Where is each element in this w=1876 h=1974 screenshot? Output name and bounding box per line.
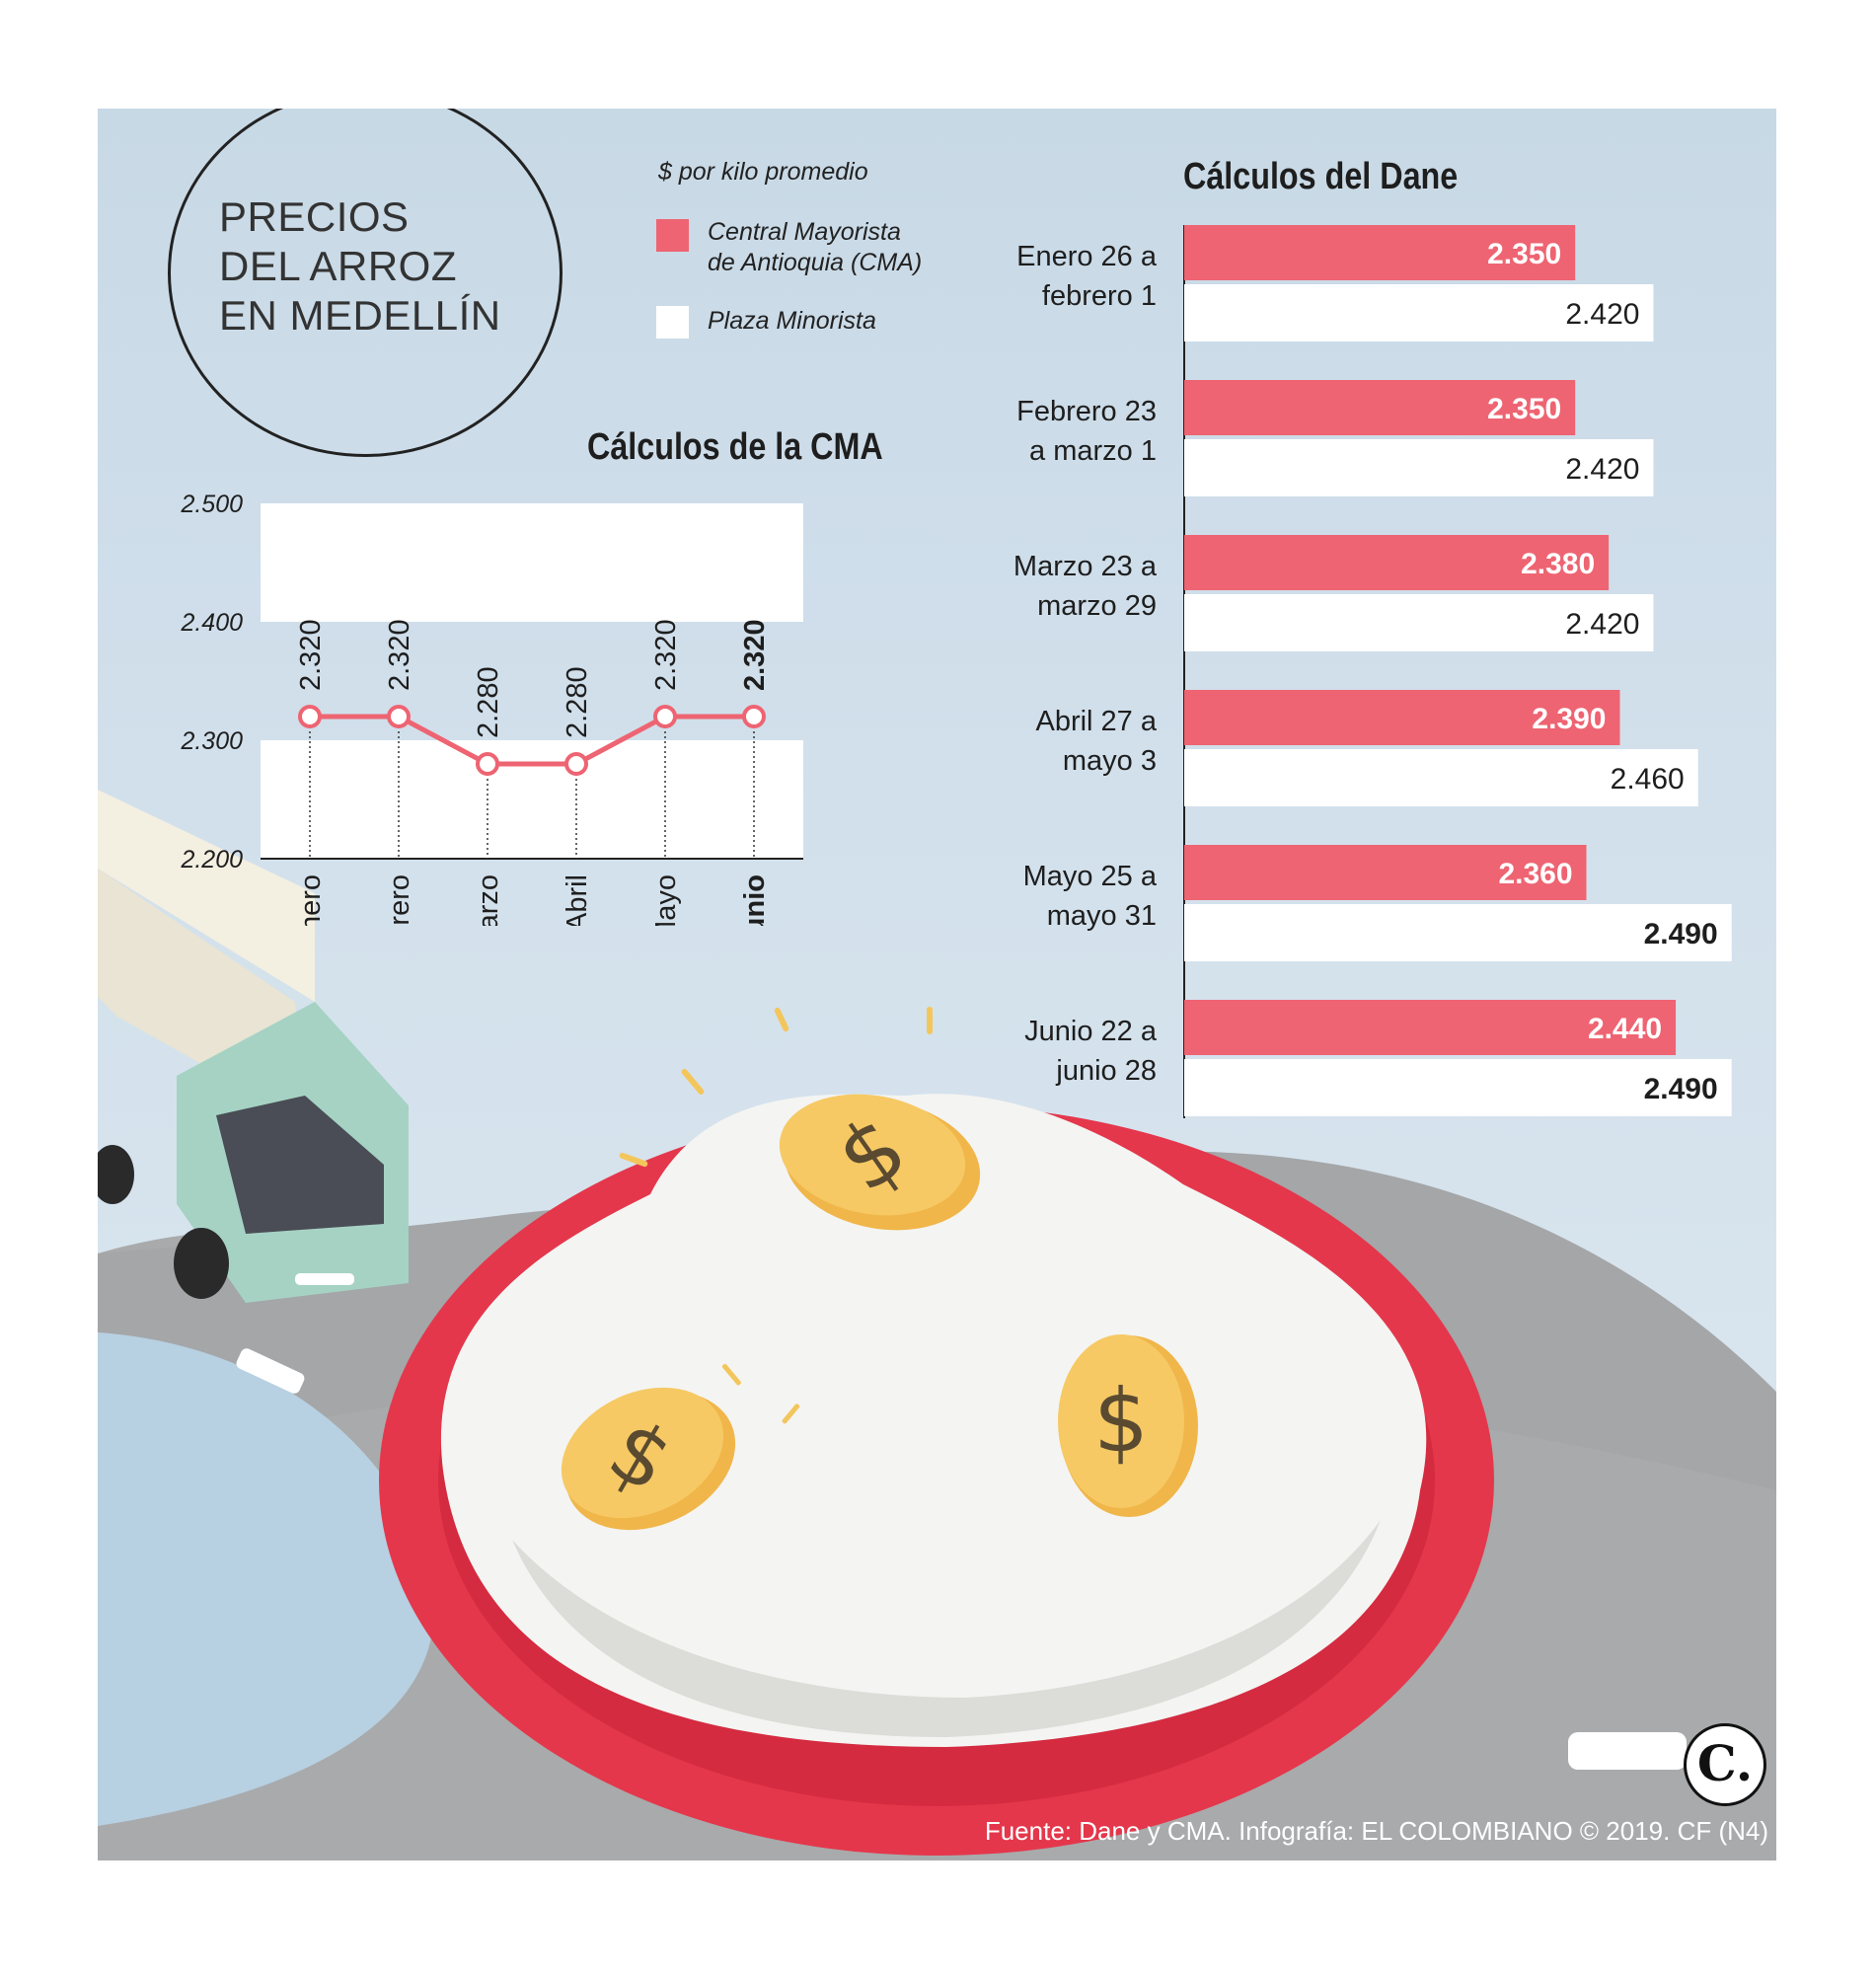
data-point bbox=[298, 705, 322, 728]
x-tick-label: Enero bbox=[295, 874, 327, 926]
y-tick-label: 2.500 bbox=[180, 491, 243, 518]
plot-band bbox=[261, 740, 803, 859]
road-marking bbox=[1568, 1732, 1687, 1770]
x-tick-label: Abril bbox=[562, 874, 593, 926]
sparkle-decoration bbox=[619, 1007, 933, 1424]
period-label: Junio 22 a junio 28 bbox=[1024, 1016, 1157, 1087]
legend-swatch-cma bbox=[656, 219, 689, 252]
svg-text:$: $ bbox=[1093, 1370, 1149, 1472]
title-circle bbox=[168, 109, 563, 457]
data-label: 2.320 bbox=[384, 619, 415, 691]
legend-label-minorista: Plaza Minorista bbox=[708, 307, 876, 335]
source-footer: Fuente: Dane y CMA. Infografía: EL COLOM… bbox=[984, 1816, 1768, 1846]
y-tick-label: 2.400 bbox=[180, 609, 243, 637]
plot-band bbox=[261, 503, 803, 622]
infographic-panel: $ $ $ PRECIOS DEL ARROZ EN MEDELLÍN $ po… bbox=[98, 109, 1776, 1860]
y-tick-label: 2.300 bbox=[180, 727, 243, 755]
period-label: Febrero 23 a marzo 1 bbox=[1016, 396, 1157, 467]
x-tick-label: Marzo bbox=[473, 874, 504, 926]
page-title: PRECIOS DEL ARROZ EN MEDELLÍN bbox=[219, 193, 501, 339]
period-label: Marzo 23 a marzo 29 bbox=[1013, 551, 1157, 622]
rice-shading bbox=[512, 1520, 1381, 1737]
data-label: 2.320 bbox=[295, 619, 327, 691]
period-label: Abril 27 a mayo 3 bbox=[1035, 706, 1157, 777]
legend-swatch-minorista bbox=[656, 306, 689, 339]
road-marking bbox=[236, 1348, 305, 1394]
series-line bbox=[310, 714, 754, 767]
data-point bbox=[476, 752, 499, 776]
bar-chart-title: Cálculos del Dane bbox=[1183, 156, 1459, 197]
data-label: 2.280 bbox=[562, 666, 593, 738]
data-point bbox=[653, 705, 677, 728]
line-chart-title: Cálculos de la CMA bbox=[587, 426, 883, 468]
x-tick-label: Mayo bbox=[650, 874, 682, 926]
x-tick-label: Febrero bbox=[384, 874, 415, 926]
background-illustration: $ $ $ bbox=[98, 790, 1776, 1860]
data-point bbox=[387, 705, 411, 728]
road-illustration-lower bbox=[98, 1332, 435, 1826]
colombiano-logo: C. bbox=[1684, 1723, 1766, 1806]
data-label: 2.280 bbox=[473, 666, 504, 738]
period-label: Mayo 25 a mayo 31 bbox=[1022, 861, 1157, 932]
truck-illustration bbox=[98, 790, 409, 1303]
x-tick-label: Junio bbox=[739, 874, 771, 926]
data-point bbox=[742, 705, 766, 728]
data-point bbox=[564, 752, 588, 776]
legend-label-cma: Central Mayorista de Antioquia (CMA) bbox=[708, 218, 923, 276]
legend-title: $ por kilo promedio bbox=[658, 158, 868, 186]
period-label: Enero 26 a febrero 1 bbox=[1016, 241, 1157, 312]
coin-icon: $ bbox=[779, 1094, 981, 1231]
cma-line-chart: 2.500 2.400 2.300 2.200 2.320 Enero 2.320 Febre… bbox=[180, 491, 803, 926]
y-tick-label: 2.200 bbox=[180, 846, 243, 873]
coin-icon: $ bbox=[1058, 1334, 1198, 1517]
rice-illustration bbox=[440, 1094, 1427, 1747]
data-label: 2.320 bbox=[739, 619, 771, 691]
data-label: 2.320 bbox=[650, 619, 682, 691]
coin-icon: $ bbox=[561, 1387, 736, 1531]
